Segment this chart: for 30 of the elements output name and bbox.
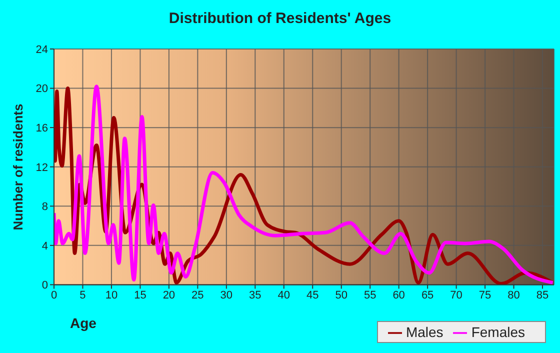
y-tick-label: 0	[42, 280, 48, 292]
y-axis-title: Number of residents	[10, 104, 26, 230]
y-tick-label: 16	[36, 122, 48, 134]
x-tick-label: 70	[450, 290, 462, 302]
x-tick-label: 40	[278, 290, 290, 302]
x-tick-label: 10	[105, 290, 118, 302]
x-tick-label: 15	[134, 290, 146, 302]
legend-label: Males	[406, 324, 444, 340]
x-tick-label: 45	[306, 290, 319, 302]
y-tick-label: 4	[42, 240, 48, 252]
y-tick-label: 12	[36, 162, 48, 174]
x-tick-label: 75	[478, 290, 492, 302]
x-tick-label: 55	[364, 290, 376, 302]
x-tick-label: 35	[249, 290, 262, 302]
x-tick-label: 60	[392, 290, 405, 302]
x-axis-title: Age	[70, 315, 96, 331]
y-tick-label: 8	[42, 201, 48, 214]
x-tick-label: 85	[536, 290, 549, 302]
legend-label: Females	[471, 324, 525, 340]
x-tick-label: 80	[508, 290, 520, 302]
x-tick-label: 25	[192, 290, 204, 302]
y-tick-label: 20	[36, 83, 48, 96]
chart-title: Distribution of Residents' Ages	[168, 10, 392, 27]
x-tick-label: 65	[421, 290, 434, 302]
y-tick-label: 24	[36, 44, 48, 56]
x-tick-label: 30	[220, 290, 233, 302]
x-tick-label: 0	[50, 290, 58, 302]
x-tick-label: 50	[335, 290, 348, 302]
x-tick-label: 5	[80, 290, 86, 302]
x-tick-label: 20	[162, 290, 176, 302]
